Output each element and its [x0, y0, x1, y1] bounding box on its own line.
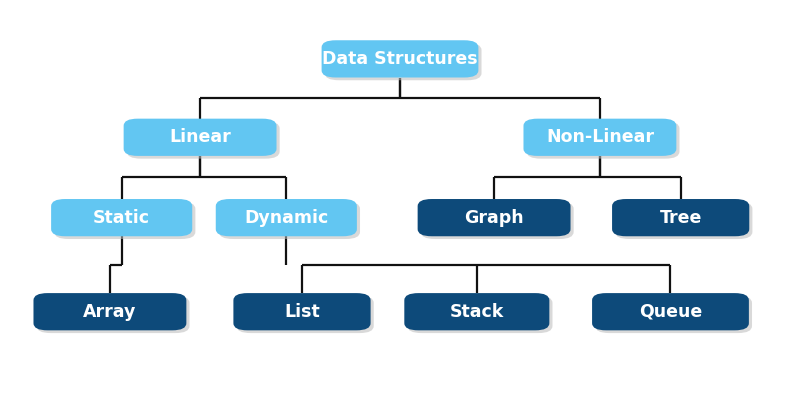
- Text: Linear: Linear: [170, 128, 231, 146]
- FancyBboxPatch shape: [216, 199, 357, 236]
- FancyBboxPatch shape: [407, 296, 553, 333]
- FancyBboxPatch shape: [404, 293, 550, 330]
- FancyBboxPatch shape: [237, 296, 374, 333]
- FancyBboxPatch shape: [418, 199, 570, 236]
- FancyBboxPatch shape: [615, 202, 753, 239]
- FancyBboxPatch shape: [34, 293, 186, 330]
- FancyBboxPatch shape: [124, 119, 277, 156]
- FancyBboxPatch shape: [126, 122, 280, 159]
- Text: Data Structures: Data Structures: [322, 50, 478, 68]
- FancyBboxPatch shape: [37, 296, 190, 333]
- FancyBboxPatch shape: [526, 122, 679, 159]
- FancyBboxPatch shape: [523, 119, 676, 156]
- Text: Dynamic: Dynamic: [244, 209, 329, 227]
- FancyBboxPatch shape: [592, 293, 749, 330]
- FancyBboxPatch shape: [421, 202, 574, 239]
- Text: Static: Static: [93, 209, 150, 227]
- FancyBboxPatch shape: [51, 199, 192, 236]
- FancyBboxPatch shape: [219, 202, 360, 239]
- Text: List: List: [284, 303, 320, 321]
- Text: Non-Linear: Non-Linear: [546, 128, 654, 146]
- Text: Array: Array: [83, 303, 137, 321]
- Text: Graph: Graph: [464, 209, 524, 227]
- FancyBboxPatch shape: [54, 202, 195, 239]
- Text: Queue: Queue: [639, 303, 702, 321]
- FancyBboxPatch shape: [612, 199, 750, 236]
- FancyBboxPatch shape: [234, 293, 370, 330]
- FancyBboxPatch shape: [325, 43, 482, 80]
- FancyBboxPatch shape: [595, 296, 752, 333]
- Text: Stack: Stack: [450, 303, 504, 321]
- Text: Tree: Tree: [659, 209, 702, 227]
- FancyBboxPatch shape: [322, 40, 478, 78]
